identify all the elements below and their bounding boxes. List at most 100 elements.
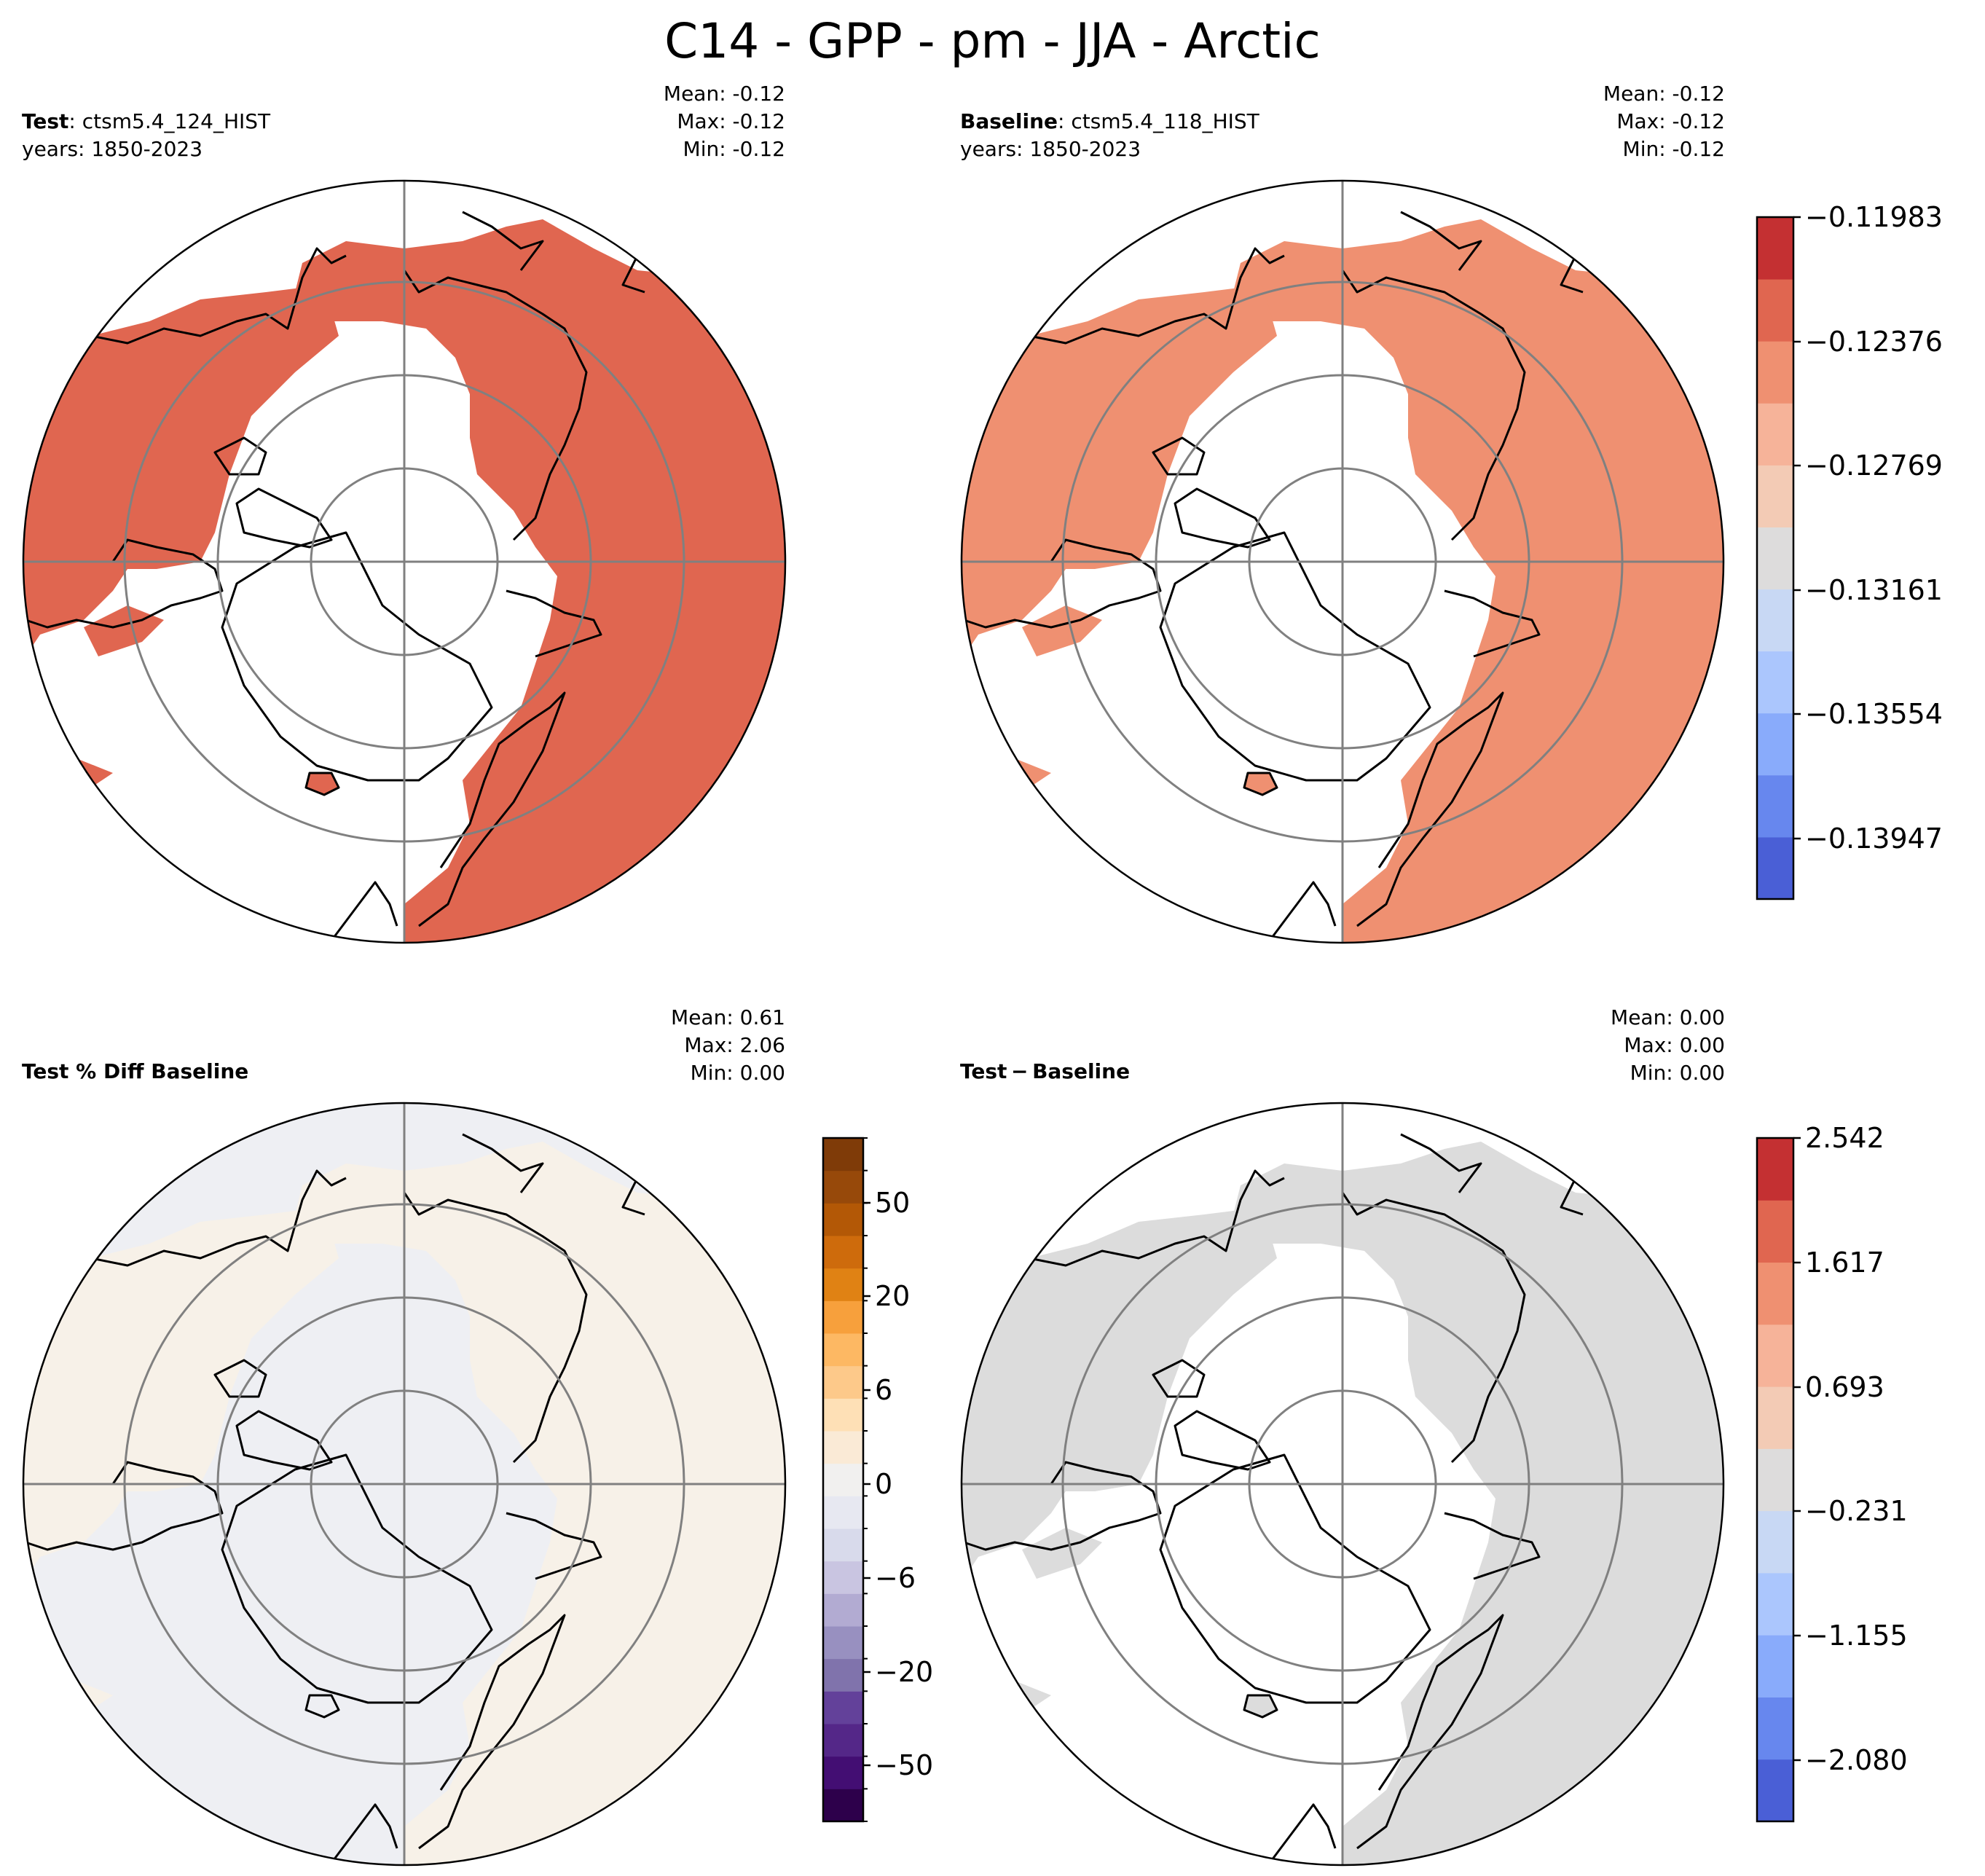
test-header: Test: ctsm5.4_124_HIST years: 1850-2023: [22, 109, 271, 161]
baseline-coastline: [1341, 270, 1526, 541]
test-land-eurasia: [288, 219, 785, 943]
baseline-colorbar-swatch: [1757, 774, 1793, 838]
diff-coastline: [1560, 1177, 1584, 1216]
diff-stat-mean: Mean: 0.00: [1611, 1005, 1725, 1029]
pctdiff-colorbar-swatch: [823, 1138, 863, 1171]
pctdiff-title-bold: Test % Diff Baseline: [22, 1059, 249, 1083]
baseline-coastline: [1356, 691, 1504, 927]
baseline-map-boundary: [960, 179, 1725, 944]
test-coastline: [403, 270, 588, 541]
pctdiff-colorbar-swatch: [823, 1431, 863, 1464]
pctdiff-colorbar-swatch: [823, 1789, 863, 1822]
diff-colorbar-tick-label: −2.080: [1805, 1744, 1908, 1776]
pctdiff-stat-min: Min: 0.00: [690, 1061, 785, 1085]
test-case-name: ctsm5.4_124_HIST: [82, 109, 271, 133]
pctdiff-map-boundary: [22, 1102, 787, 1867]
baseline-coastline: [1400, 211, 1482, 271]
diff-colorbar-swatch: [1757, 1448, 1793, 1512]
pctdiff-coastline: [235, 1410, 333, 1471]
diff-colorbar-swatch: [1757, 1697, 1793, 1760]
diff-colorbar-tick-label: −0.231: [1805, 1495, 1908, 1527]
diff-colorbar-swatch: [1757, 1324, 1793, 1387]
pctdiff-colorbar-tick-label: −50: [875, 1749, 933, 1781]
pctdiff-colorbar-swatch: [823, 1300, 863, 1334]
test-map: [22, 179, 787, 944]
test-coastline: [304, 772, 340, 796]
pctdiff-colorbar-swatch: [823, 1236, 863, 1269]
diff-colorbar-swatch: [1757, 1200, 1793, 1263]
baseline-land-iceland: [1244, 773, 1277, 795]
diff-colorbar-swatch: [1757, 1510, 1793, 1574]
test-stat-min: Min: -0.12: [683, 137, 785, 161]
baseline-stat-min: Min: -0.12: [1622, 137, 1725, 161]
pctdiff-colorbar-swatch: [823, 1333, 863, 1367]
pctdiff-stat-max: Max: 2.06: [684, 1033, 785, 1057]
diff-colorbar-swatch: [1757, 1635, 1793, 1698]
pctdiff-colorbar-swatch: [823, 1724, 863, 1757]
pctdiff-coastline: [403, 1192, 588, 1464]
diff-coastline: [1174, 1410, 1271, 1471]
pctdiff-colorbar-swatch: [823, 1268, 863, 1301]
baseline-colorbar-swatch: [1757, 403, 1793, 466]
diff-colorbar-swatch: [1757, 1262, 1793, 1325]
diff-coastline: [963, 1461, 1162, 1551]
test-coastline: [621, 255, 645, 294]
pctdiff-coastline: [506, 1512, 602, 1580]
baseline-coastline: [1560, 255, 1584, 294]
baseline-greenland: [1160, 533, 1430, 780]
baseline-case-name: ctsm5.4_118_HIST: [1071, 109, 1259, 133]
pctdiff-coastline: [304, 1694, 340, 1719]
pctdiff-colorbar-tick-label: −6: [875, 1562, 916, 1594]
diff-map-boundary: [960, 1102, 1725, 1867]
test-land-iceland: [306, 773, 339, 795]
diff-coastline: [1444, 1512, 1541, 1580]
test-coastline: [330, 881, 398, 941]
baseline-colorbar-swatch: [1757, 836, 1793, 900]
diff-coastline: [1268, 1803, 1337, 1864]
baseline-land-eurasia: [1226, 219, 1723, 943]
test-coastline: [25, 538, 224, 629]
baseline-coastline: [1152, 436, 1206, 476]
pctdiff-colorbar-swatch: [823, 1463, 863, 1496]
pctdiff-colorbar-tick-label: 50: [875, 1187, 910, 1219]
diff-colorbar-tick-label: 0.693: [1805, 1371, 1884, 1403]
pctdiff-colorbar-tick-label: 0: [875, 1468, 892, 1500]
baseline-coastline: [963, 538, 1162, 629]
diff-colorbar-tick-label: −1.155: [1805, 1620, 1908, 1652]
pctdiff-coastline: [621, 1177, 645, 1216]
baseline-colorbar-swatch: [1757, 341, 1793, 404]
diff-colorbar-swatch: [1757, 1138, 1793, 1201]
pctdiff-colorbar-swatch: [823, 1756, 863, 1789]
baseline-stat-mean: Mean: -0.12: [1603, 82, 1725, 106]
test-stat-max: Max: -0.12: [677, 109, 785, 133]
diff-colorbar-tick-label: 1.617: [1805, 1247, 1884, 1279]
test-years: years: 1850-2023: [22, 137, 203, 161]
baseline-colorbar-swatch: [1757, 279, 1793, 342]
diff-title-bold: Test − Baseline: [960, 1059, 1131, 1083]
baseline-years: years: 1850-2023: [960, 137, 1141, 161]
pctdiff-colorbar-swatch: [823, 1626, 863, 1660]
diff-stat-max: Max: 0.00: [1624, 1033, 1725, 1057]
baseline-colorbar-swatch: [1757, 527, 1793, 590]
pctdiff-colorbar-swatch: [823, 1658, 863, 1692]
diff-coastline: [1356, 1614, 1504, 1850]
baseline-colorbar-swatch: [1757, 713, 1793, 776]
baseline-title-bold: Baseline: [960, 109, 1058, 133]
diff-colorbar-swatch: [1757, 1759, 1793, 1822]
pctdiff-coastline: [462, 1133, 544, 1193]
pctdiff-colorbar-tick-label: 6: [875, 1374, 892, 1406]
figure-title: C14 - GPP - pm - JJA - Arctic: [664, 13, 1321, 69]
diff-coastline: [1341, 1192, 1526, 1464]
baseline-coastline: [1174, 487, 1271, 549]
baseline-map: [960, 179, 1725, 944]
baseline-colorbar-swatch: [1757, 465, 1793, 527]
test-coastline: [213, 436, 267, 476]
baseline-stats: Mean: -0.12 Max: -0.12 Min: -0.12: [1508, 80, 1725, 163]
baseline-coastline: [1268, 881, 1337, 941]
baseline-colorbar-swatch: [1757, 217, 1793, 280]
baseline-coastline: [1243, 772, 1278, 796]
test-stats: Mean: -0.12 Max: -0.12 Min: -0.12: [568, 80, 785, 163]
pctdiff-coastline: [330, 1803, 398, 1864]
diff-colorbar-frame: [1756, 1137, 1795, 1823]
